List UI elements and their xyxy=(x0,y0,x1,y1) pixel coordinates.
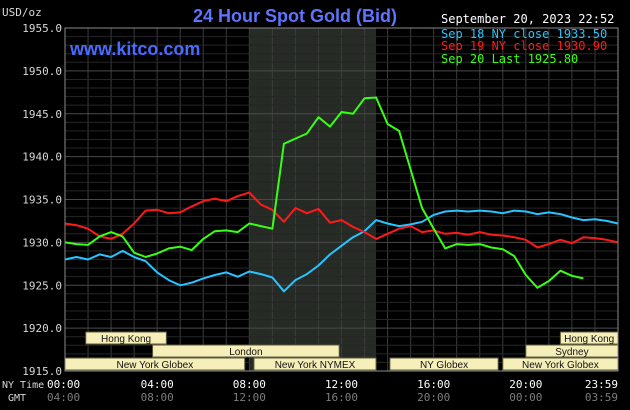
y-tick-label: 1950.0 xyxy=(22,65,62,78)
y-axis-ticks: 1915.0 1920.0 1925.0 1930.0 1935.0 1940.0 1945… xyxy=(22,22,62,378)
series-line xyxy=(64,96,584,289)
legend-item-sep18: Sep 18 NY close 1933.50 xyxy=(441,27,607,41)
legend: Sep 18 NY close 1933.50 Sep 19 NY close … xyxy=(441,27,607,66)
x-tick-label-gmt: 08:00 xyxy=(141,391,174,404)
plot-frame xyxy=(64,27,619,372)
session-label: New York Globex xyxy=(522,360,599,371)
session-box xyxy=(389,357,499,371)
session-label: Hong Kong xyxy=(564,334,614,345)
x-tick-label-gmt: 03:59 xyxy=(585,391,618,404)
x-tick-label-gmt: 12:00 xyxy=(233,391,266,404)
series-line xyxy=(64,191,619,249)
x-tick-label-gmt: 16:00 xyxy=(325,391,358,404)
session-box xyxy=(85,331,167,345)
chart-grid xyxy=(65,28,618,371)
x-tick-label-ny: 16:00 xyxy=(417,378,450,391)
session-label: Sydney xyxy=(555,347,588,358)
website-label: www.kitco.com xyxy=(69,39,200,59)
x-tick-label-ny: 20:00 xyxy=(509,378,542,391)
session-label: Hong Kong xyxy=(101,334,151,345)
session-label: New York NYMEX xyxy=(275,360,356,371)
legend-item-sep19: Sep 19 NY close 1930.90 xyxy=(441,39,607,53)
unit-label: USD/oz xyxy=(2,6,42,19)
y-tick-label: 1930.0 xyxy=(22,236,62,249)
session-label: New York Globex xyxy=(117,360,194,371)
y-tick-label: 1955.0 xyxy=(22,22,62,35)
y-tick-label: 1925.0 xyxy=(22,279,62,292)
series-line xyxy=(64,209,619,293)
y-tick-label: 1915.0 xyxy=(22,365,62,378)
x-tick-label-ny: 12:00 xyxy=(325,378,358,391)
x-tick-label-gmt: 04:00 xyxy=(47,391,80,404)
chart-title: 24 Hour Spot Gold (Bid) xyxy=(193,6,397,26)
session-box xyxy=(253,357,377,371)
x-tick-label-ny: 23:59 xyxy=(585,378,618,391)
x-tick-label-ny: 00:00 xyxy=(47,378,80,391)
session-box xyxy=(152,344,340,358)
session-label: London xyxy=(229,347,262,358)
gmt-axis-label: GMT xyxy=(8,393,26,404)
x-tick-label-ny: 08:00 xyxy=(233,378,266,391)
session-label: NY Globex xyxy=(420,360,468,371)
x-tick-label-gmt: 00:00 xyxy=(509,391,542,404)
x-axis-ticks: 00:0004:0004:0008:0008:0012:0012:0016:00… xyxy=(47,378,618,404)
market-sessions: Hong Kong Hong Kong London Sydney New York G… xyxy=(64,331,619,371)
y-tick-label: 1940.0 xyxy=(22,151,62,164)
legend-item-sep20: Sep 20 Last 1925.80 xyxy=(441,52,578,66)
y-tick-label: 1945.0 xyxy=(22,108,62,121)
x-tick-label-ny: 04:00 xyxy=(141,378,174,391)
y-tick-label: 1935.0 xyxy=(22,194,62,207)
price-series xyxy=(64,96,619,293)
timestamp: September 20, 2023 22:52 xyxy=(441,12,614,26)
ny-time-axis-label: NY Time xyxy=(2,380,44,391)
y-tick-label: 1920.0 xyxy=(22,322,62,335)
x-tick-label-gmt: 20:00 xyxy=(417,391,450,404)
